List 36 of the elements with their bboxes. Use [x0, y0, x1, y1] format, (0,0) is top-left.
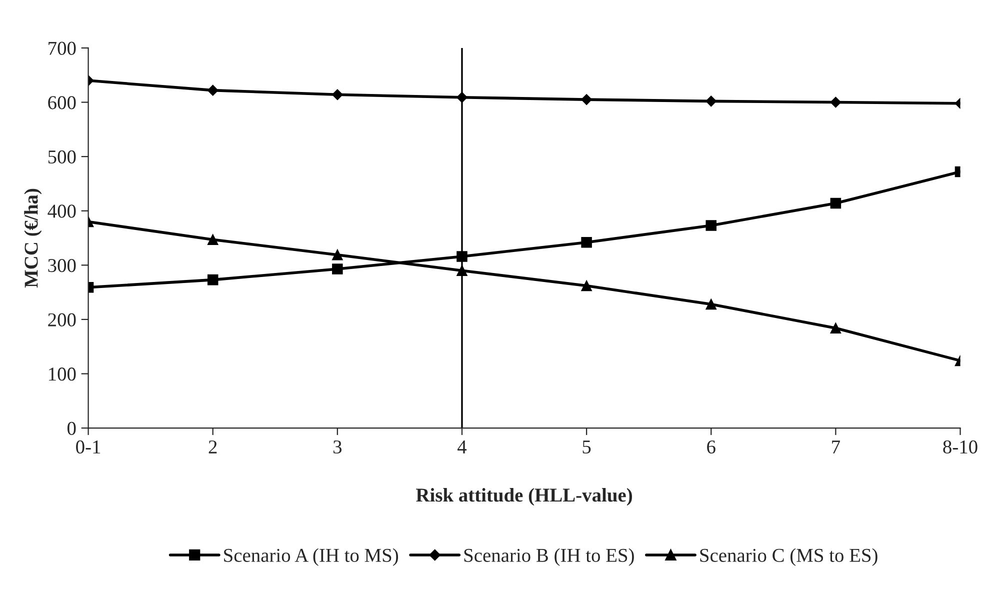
x-tick-label: 3: [333, 440, 342, 454]
x-tick-label: 2: [208, 440, 217, 454]
point: [830, 322, 842, 334]
point: [581, 280, 592, 292]
legend-label: Scenario A (IH to MS): [224, 548, 398, 566]
point: [830, 96, 842, 108]
y-tick-label: 200: [48, 313, 76, 326]
point: [207, 234, 218, 246]
point: [332, 89, 343, 100]
point: [332, 249, 343, 260]
x-tick-label: 4: [458, 440, 467, 454]
point: [706, 298, 717, 310]
point: [207, 274, 218, 286]
y-tick-label: 300: [48, 258, 76, 272]
x-tick-label: 8-10: [943, 440, 978, 454]
x-tick-label: 7: [832, 440, 840, 454]
x-tick-label: 5: [582, 440, 591, 454]
legend-label: Scenario C (MS to ES): [700, 548, 878, 566]
y-tick-label: 600: [48, 96, 76, 110]
point: [830, 198, 842, 209]
y-tick-label: 0: [68, 422, 76, 435]
point: [581, 94, 592, 105]
legend-label: Scenario B (IH to ES): [464, 548, 634, 566]
point: [706, 96, 717, 107]
y-axis-title: MCC (€/ha): [24, 188, 42, 288]
y-tick-label: 100: [49, 368, 76, 381]
point: [581, 236, 592, 248]
y-tick-label: 700: [48, 42, 76, 55]
x-tick-label: 0-1: [76, 440, 100, 454]
y-tick-label: 500: [48, 150, 76, 164]
y-tick-label: 400: [48, 204, 76, 218]
point: [332, 264, 343, 274]
x-tick-label: 6: [707, 440, 716, 454]
point: [706, 220, 717, 231]
point: [207, 84, 218, 96]
x-axis-title: Risk attitude (HLL-value): [416, 488, 632, 506]
